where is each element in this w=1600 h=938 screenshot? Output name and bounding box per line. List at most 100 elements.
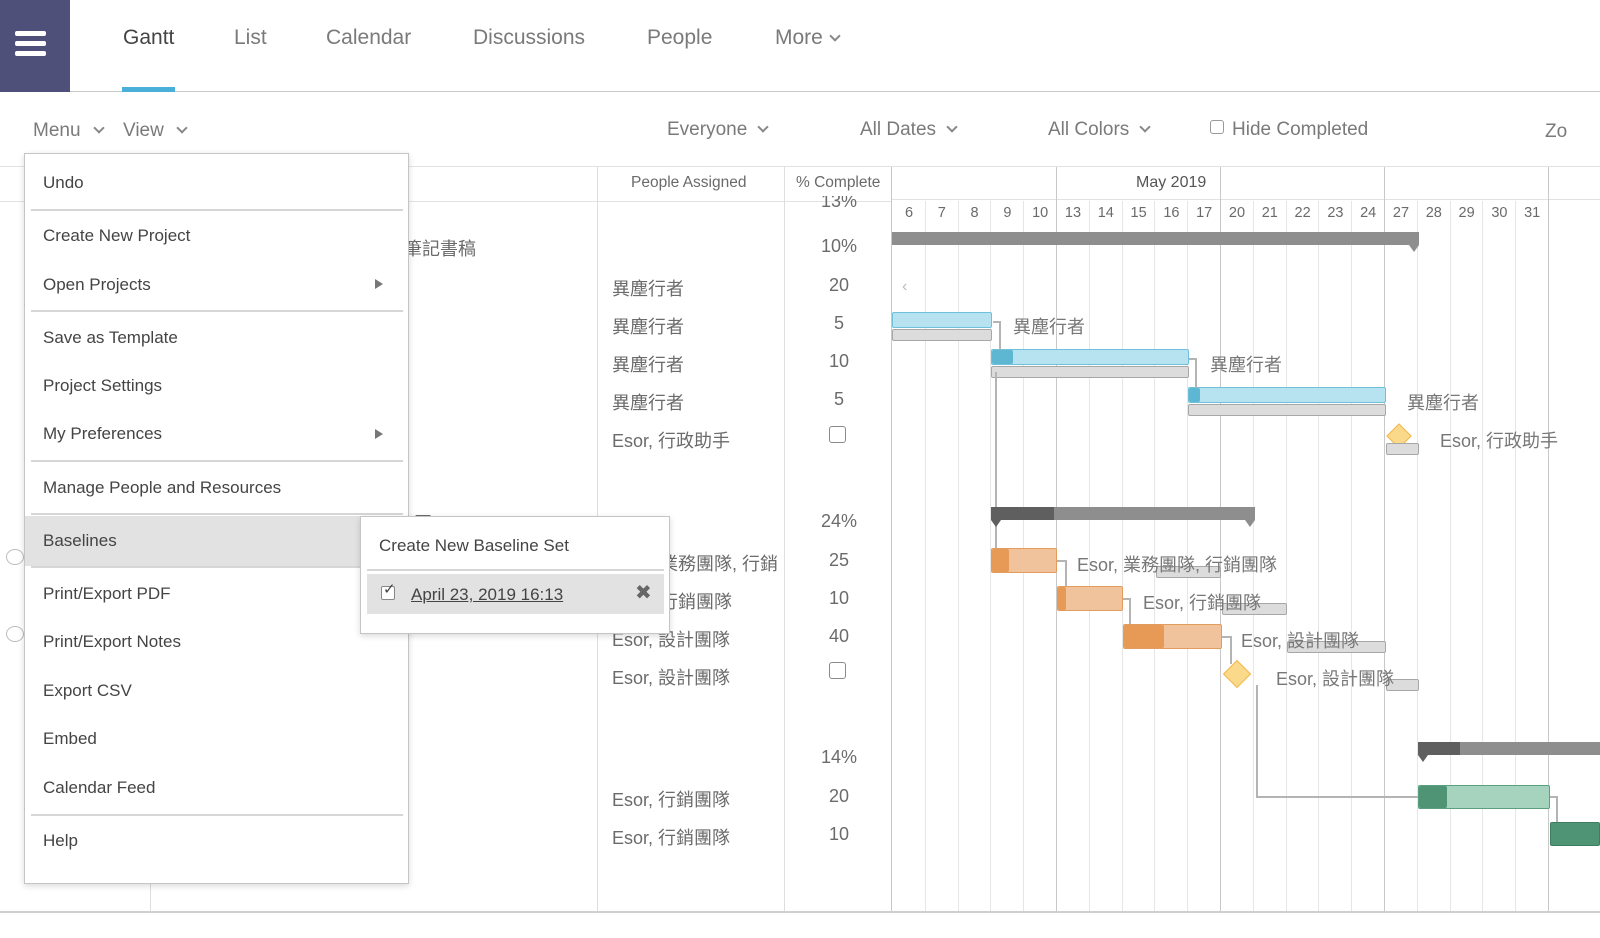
menu-item-embed[interactable]: Embed [43, 729, 97, 748]
header-divider [892, 199, 1600, 200]
menu-item-calendar-feed[interactable]: Calendar Feed [43, 778, 156, 797]
task-assignee-label: Esor, 行銷團隊 [1143, 593, 1262, 613]
people-cell[interactable]: 行銷團隊 [660, 592, 732, 612]
month-label: May 2019 [1136, 174, 1207, 191]
zoom-control[interactable]: Zo [1545, 121, 1568, 142]
complete-cell[interactable]: 10 [828, 351, 850, 371]
milestone-diamond[interactable] [1222, 659, 1252, 689]
complete-cell[interactable]: 10 [828, 824, 850, 844]
dates-filter[interactable]: All Dates [860, 119, 958, 141]
chevron-down-icon [829, 30, 841, 42]
tab-calendar[interactable]: Calendar [326, 26, 412, 49]
task-bar[interactable] [1188, 387, 1386, 403]
menu-item-create-project[interactable]: Create New Project [43, 226, 191, 245]
people-cell[interactable]: Esor, 行銷團隊 [612, 828, 731, 848]
everyone-filter[interactable]: Everyone [667, 119, 769, 141]
column-header-complete[interactable]: % Complete [796, 174, 881, 191]
complete-cell[interactable]: 40 [828, 626, 850, 646]
day-label: 13 [1064, 205, 1082, 221]
summary-end-marker [1409, 245, 1419, 252]
comment-icon[interactable] [6, 626, 24, 642]
day-label: 10 [1032, 205, 1049, 221]
column-header-people[interactable]: People Assigned [631, 174, 747, 191]
people-cell[interactable]: 異塵行者 [612, 279, 684, 299]
task-assignee-label: 異塵行者 [1013, 317, 1085, 337]
comment-icon[interactable] [6, 549, 24, 565]
complete-cell[interactable]: 10% [820, 236, 858, 256]
menu-item-print-notes[interactable]: Print/Export Notes [43, 632, 181, 651]
menu-item-my-preferences[interactable]: My Preferences [43, 424, 163, 443]
menu-item-export-csv[interactable]: Export CSV [43, 681, 132, 700]
summary-bar[interactable] [1418, 742, 1600, 755]
complete-cell[interactable]: 20 [828, 275, 850, 295]
complete-cell[interactable]: 14% [820, 747, 858, 767]
day-label: 17 [1196, 205, 1213, 221]
baseline-checkbox[interactable] [381, 586, 395, 600]
menu-item-project-settings[interactable]: Project Settings [43, 376, 163, 395]
baseline-link[interactable]: April 23, 2019 16:13 [411, 585, 564, 604]
dependency-line [999, 321, 1001, 350]
submenu-arrow-icon [375, 279, 383, 289]
create-baseline-button[interactable]: Create New Baseline Set [379, 536, 569, 555]
hide-completed-toggle[interactable]: Hide Completed [1210, 119, 1368, 141]
hamburger-menu-icon[interactable] [0, 0, 70, 92]
people-cell[interactable]: Esor, 行銷團隊 [612, 790, 731, 810]
people-cell[interactable]: 異塵行者 [612, 355, 684, 375]
complete-cell[interactable]: 5 [833, 389, 844, 409]
view-dropdown[interactable]: View [123, 120, 188, 142]
tab-discussions[interactable]: Discussions [473, 26, 586, 49]
baseline-bar [1222, 603, 1287, 615]
menu-item-open-projects[interactable]: Open Projects [43, 275, 151, 294]
summary-start-marker [1418, 755, 1428, 762]
tab-list[interactable]: List [234, 26, 267, 49]
complete-cell[interactable]: 25 [828, 550, 850, 570]
task-bar[interactable] [892, 312, 992, 328]
menu-item-save-template[interactable]: Save as Template [43, 328, 178, 347]
menu-dropdown[interactable]: Menu [33, 120, 105, 142]
people-cell[interactable]: 異塵行者 [612, 317, 684, 337]
complete-cell[interactable]: 20 [828, 786, 850, 806]
chevron-down-icon [92, 122, 105, 134]
baseline-item[interactable]: ✓ April 23, 2019 16:13 ✖ [367, 574, 664, 614]
menu-item-print-pdf[interactable]: Print/Export PDF [43, 584, 171, 603]
milestone-complete-checkbox[interactable] [829, 426, 846, 443]
people-cell[interactable]: Esor, 設計團隊 [612, 668, 731, 688]
complete-cell[interactable]: 5 [833, 313, 844, 333]
menu-item-undo[interactable]: Undo [43, 173, 84, 192]
day-gridline [1449, 201, 1451, 911]
tab-more[interactable]: More [775, 26, 841, 50]
baseline-bar [1156, 566, 1221, 578]
summary-bar[interactable] [892, 232, 1419, 245]
people-cell[interactable]: Esor, 設計團隊 [612, 630, 731, 650]
summary-progress [991, 507, 1054, 520]
complete-cell[interactable]: 10 [828, 588, 850, 608]
milestone-complete-checkbox[interactable] [829, 662, 846, 679]
people-cell[interactable]: 業務團隊, 行銷 [660, 554, 779, 574]
baseline-bar [991, 366, 1189, 378]
menu-item-manage-people[interactable]: Manage People and Resources [43, 478, 282, 497]
scroll-left-icon[interactable]: ‹ [902, 278, 908, 295]
task-bar[interactable] [1550, 822, 1600, 846]
tab-people[interactable]: People [647, 26, 713, 49]
task-bar[interactable] [1057, 586, 1123, 611]
day-gridline [1252, 201, 1254, 911]
tab-gantt[interactable]: Gantt [123, 26, 175, 49]
complete-cell[interactable]: 24% [820, 511, 858, 531]
menu-separator [31, 513, 403, 515]
people-cell[interactable]: 異塵行者 [612, 393, 684, 413]
everyone-filter-label: Everyone [667, 119, 748, 140]
task-progress [992, 549, 1009, 572]
task-bar[interactable] [991, 349, 1189, 365]
summary-bar[interactable] [991, 507, 1255, 520]
hide-completed-checkbox[interactable] [1210, 120, 1224, 134]
people-cell[interactable]: Esor, 行政助手 [612, 431, 731, 451]
column-divider [784, 167, 785, 911]
day-label: 7 [937, 205, 946, 221]
task-name[interactable]: 筆記書稿 [404, 239, 476, 259]
day-gridline [957, 201, 959, 911]
complete-cell[interactable]: 13% [820, 196, 858, 210]
menu-item-help[interactable]: Help [43, 831, 78, 850]
colors-filter[interactable]: All Colors [1048, 119, 1151, 141]
menu-item-baselines[interactable]: Baselines [25, 516, 408, 566]
delete-baseline-icon[interactable]: ✖ [635, 582, 652, 604]
